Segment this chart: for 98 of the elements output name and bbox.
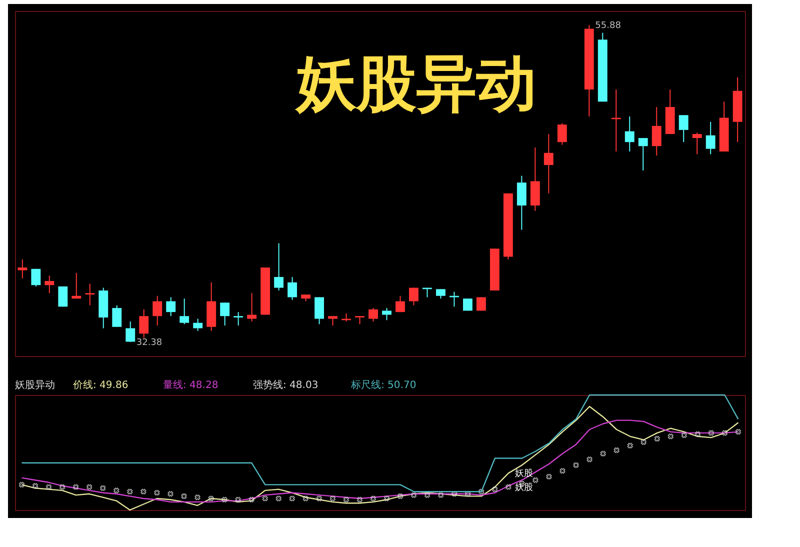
candlestick <box>557 122 567 146</box>
annotation: 妖股 <box>515 468 533 479</box>
point <box>600 450 606 456</box>
candlestick <box>652 106 662 156</box>
point <box>506 484 512 490</box>
candlestick <box>72 272 82 300</box>
candlestick <box>678 114 688 143</box>
point <box>560 468 566 474</box>
point <box>668 434 674 440</box>
candlestick <box>288 276 298 300</box>
point <box>86 484 92 490</box>
point <box>356 496 363 502</box>
candlestick <box>180 298 190 325</box>
point <box>627 442 633 448</box>
point <box>586 456 592 462</box>
candlestick <box>220 302 230 326</box>
point <box>532 477 538 483</box>
point <box>410 492 417 498</box>
point <box>154 490 160 496</box>
point <box>640 439 646 445</box>
text: 标尺线: 50.70 <box>350 379 416 391</box>
point <box>235 496 241 502</box>
point <box>222 496 228 502</box>
candlestick <box>193 318 203 332</box>
candlestick <box>396 295 405 313</box>
candlestick <box>544 133 554 194</box>
candlestick <box>166 296 176 317</box>
point <box>248 496 254 502</box>
point <box>18 482 25 488</box>
point <box>127 488 133 494</box>
candlestick <box>234 312 244 326</box>
candlestick <box>368 308 378 322</box>
point <box>276 496 282 502</box>
point <box>735 428 742 435</box>
candlestick <box>44 275 54 294</box>
candlestick <box>152 295 162 326</box>
candlestick <box>462 298 472 312</box>
candlestick <box>638 138 648 171</box>
candlestick <box>409 287 418 306</box>
candlestick <box>706 121 716 155</box>
point <box>397 493 404 500</box>
point <box>546 474 552 480</box>
point <box>343 496 350 502</box>
point <box>370 496 376 502</box>
annotation: 55.88 <box>595 21 622 31</box>
candlestick <box>436 288 446 300</box>
point <box>302 496 308 502</box>
candlestick <box>274 242 284 291</box>
point <box>654 436 660 442</box>
point <box>59 484 66 490</box>
annotation: 32.38 <box>136 338 162 348</box>
point <box>492 486 498 492</box>
point <box>452 491 458 497</box>
point <box>289 496 295 502</box>
point <box>181 493 187 500</box>
point <box>330 496 336 502</box>
point <box>140 488 146 494</box>
candlestick <box>31 268 41 287</box>
candlestick <box>112 304 122 328</box>
text: 量线: 48.28 <box>163 379 218 391</box>
point <box>614 447 620 454</box>
point <box>694 431 701 437</box>
candlestick <box>328 316 338 326</box>
annotation: 妖股 <box>515 482 533 493</box>
point <box>465 491 471 497</box>
point <box>681 432 687 438</box>
point <box>316 496 322 502</box>
point <box>722 430 728 436</box>
point <box>194 494 200 500</box>
point <box>46 484 52 490</box>
point <box>573 462 579 468</box>
candlestick <box>139 308 149 338</box>
candlestick <box>85 283 95 306</box>
candlestick <box>692 132 702 155</box>
point <box>114 488 120 494</box>
candlestick <box>18 258 28 279</box>
candlestick <box>126 320 136 342</box>
point <box>168 491 174 497</box>
point <box>478 488 484 494</box>
point <box>262 496 268 502</box>
point <box>384 496 390 502</box>
candlestick <box>476 296 486 312</box>
text: 价线: 49.86 <box>72 379 128 391</box>
chart-title: 妖股异动 <box>15 380 55 391</box>
candlestick <box>247 292 257 322</box>
chart-title: 妖股异动 <box>294 49 536 119</box>
candlestick <box>516 175 526 230</box>
point <box>708 430 714 436</box>
point <box>73 484 79 490</box>
candlestick <box>382 308 392 321</box>
point <box>100 485 106 491</box>
point <box>438 492 444 498</box>
point <box>32 483 38 489</box>
point <box>208 496 214 502</box>
text: 强势线: 48.03 <box>253 379 318 391</box>
candlestick <box>624 116 634 152</box>
candlestick <box>314 296 324 325</box>
point <box>424 492 430 498</box>
